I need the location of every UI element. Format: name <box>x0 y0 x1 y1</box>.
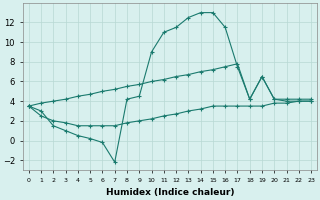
X-axis label: Humidex (Indice chaleur): Humidex (Indice chaleur) <box>106 188 234 197</box>
